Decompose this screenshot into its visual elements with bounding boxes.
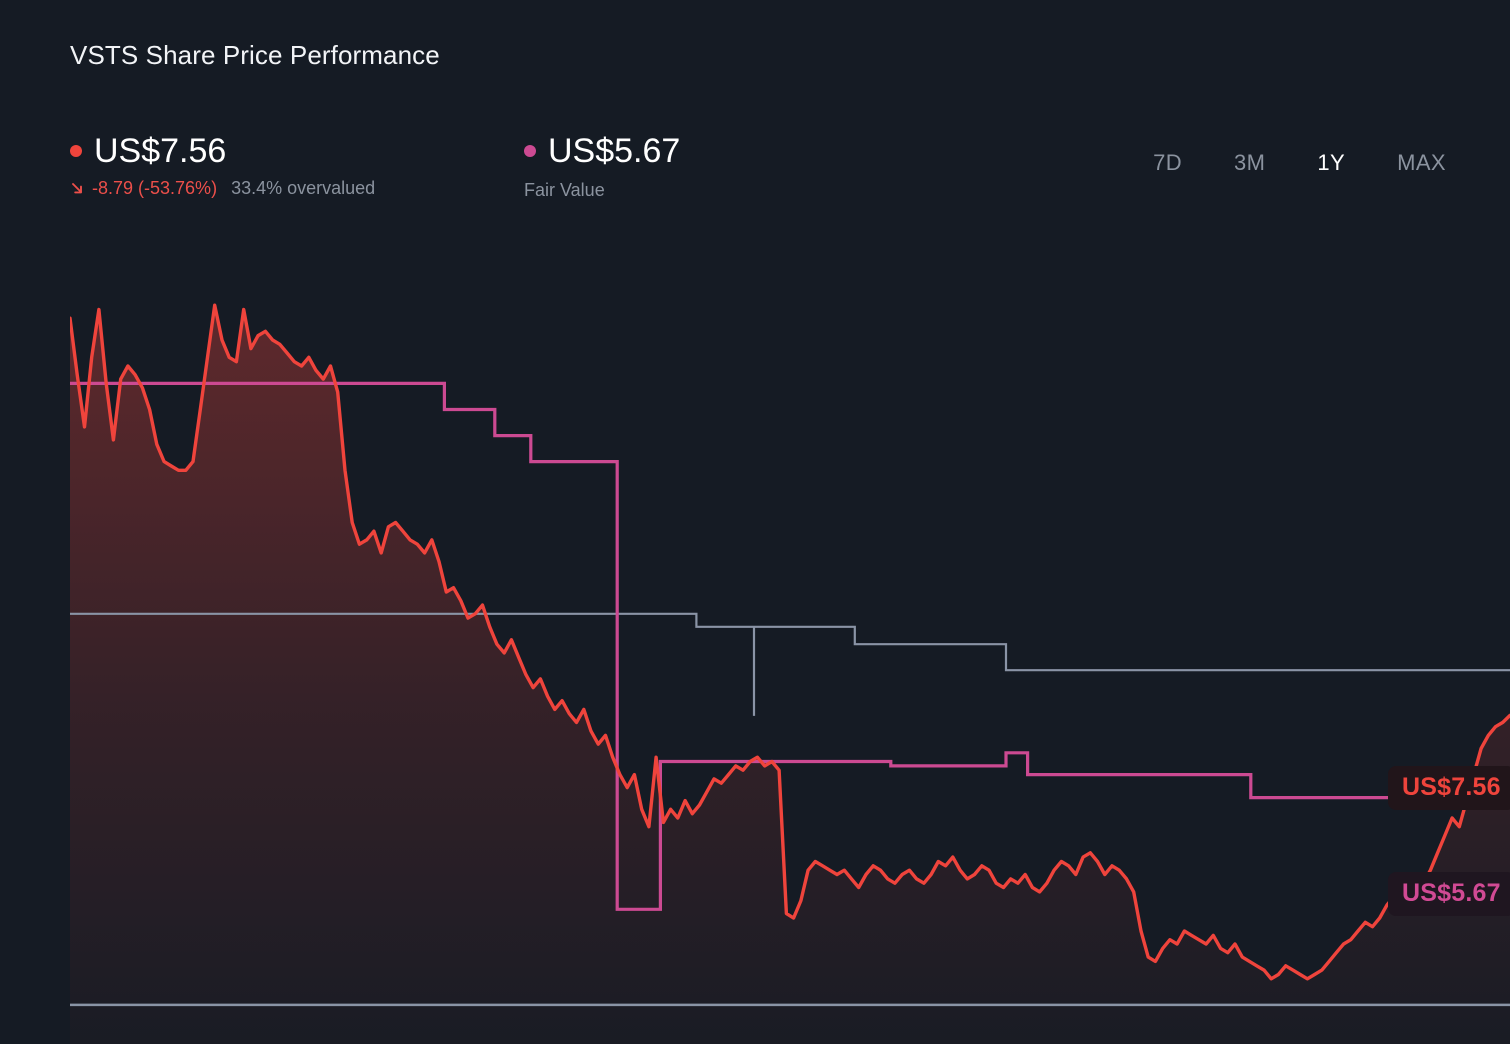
range-tab-max[interactable]: MAX bbox=[1371, 146, 1472, 180]
arrow-down-right-icon bbox=[70, 181, 85, 196]
price-change: -8.79 (-53.76%) bbox=[70, 178, 217, 199]
price-series-dot bbox=[70, 145, 82, 157]
current-price-value: US$7.56 bbox=[94, 132, 227, 170]
price-area-fill bbox=[70, 305, 1510, 1044]
price-chart[interactable] bbox=[0, 232, 1510, 1044]
page-title: VSTS Share Price Performance bbox=[70, 40, 440, 70]
price-change-text: -8.79 (-53.76%) bbox=[92, 178, 218, 198]
legend-fair-value: US$5.67 Fair Value bbox=[524, 128, 680, 201]
range-tab-1y[interactable]: 1Y bbox=[1291, 146, 1371, 180]
fair-value-series-dot bbox=[524, 145, 536, 157]
price-value-badge: US$7.56 bbox=[1388, 766, 1510, 810]
valuation-text: 33.4% overvalued bbox=[231, 178, 376, 198]
analyst-target-line bbox=[70, 612, 1510, 672]
fair-value-badge: US$5.67 bbox=[1388, 872, 1510, 916]
share-price-line bbox=[70, 303, 1510, 981]
fair-value-line bbox=[70, 381, 1510, 911]
range-selector[interactable]: 7D 3M 1Y MAX bbox=[1127, 146, 1472, 180]
chart-legend: US$7.56 -8.79 (-53.76%) 33.4% overvalued bbox=[70, 128, 1450, 218]
range-tab-7d[interactable]: 7D bbox=[1127, 146, 1208, 180]
fair-value-caption: Fair Value bbox=[524, 180, 605, 200]
fair-value-amount: US$5.67 bbox=[548, 132, 681, 170]
range-tab-3m[interactable]: 3M bbox=[1208, 146, 1291, 180]
chart-canvas[interactable] bbox=[0, 232, 1510, 1044]
legend-share-price: US$7.56 -8.79 (-53.76%) 33.4% overvalued bbox=[70, 128, 375, 199]
